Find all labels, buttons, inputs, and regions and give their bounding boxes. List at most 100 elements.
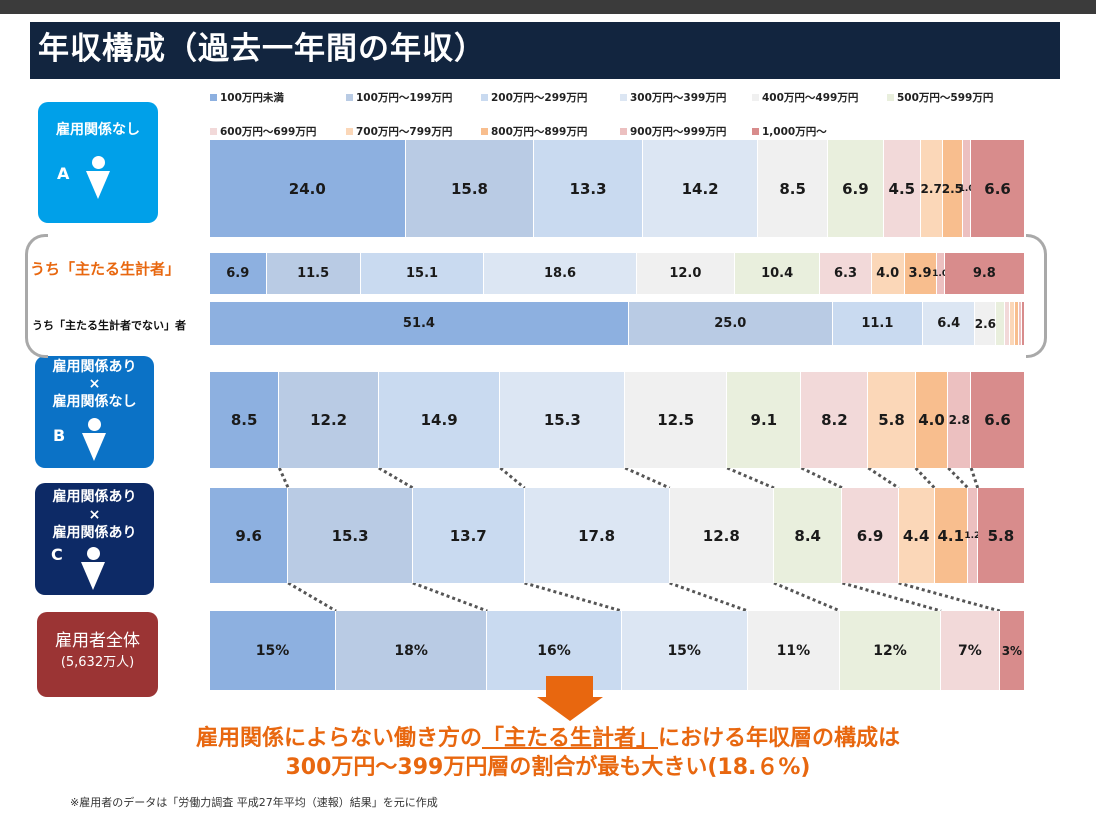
legend-label: 400万円～499万円 [762,92,859,104]
data-label: 51.4 [402,316,435,331]
connector-line [499,466,526,490]
bar-segment: 15.8 [405,140,535,237]
bar-segment: 1.2 [964,488,980,583]
data-label: 9.1 [750,411,778,429]
data-label: 2.5 [941,181,963,196]
left-bracket [25,234,48,358]
data-label: 8.2 [821,411,848,429]
data-label: 11.5 [297,266,330,281]
connector-line [800,466,844,490]
legend-label: 600万円～699万円 [220,126,317,138]
data-label: 15.3 [543,411,581,429]
legend-label: 100万円未満 [220,92,284,104]
legend-label: 100万円～199万円 [356,92,453,104]
legend-swatch [620,94,627,101]
connector-line [277,467,290,489]
conclusion-line-1: 雇用関係によらない働き方の「主たる生計者」における年収層の構成は [0,724,1096,754]
bar-segment: 12.2 [279,372,379,468]
data-label: 12.2 [310,411,348,429]
title-bar [30,22,1060,79]
bar-segment: 6.9 [827,140,884,237]
bar-segment: 3.9 [904,253,937,294]
bar-segment: 3% [999,611,1025,690]
legend-label: 700万円～799万円 [356,126,453,138]
data-label: 8.4 [794,526,821,545]
footnote: ※雇用者のデータは「労働力調査 平成27年平均（速報）結果」を元に作成 [70,796,438,809]
bar-segment [996,302,1005,345]
bar-segment: 14.9 [378,372,501,468]
legend-swatch [346,94,353,101]
legend-item: 500万円～599万円 [887,90,993,105]
legend-label: 1,000万円～ [762,126,827,138]
bar-segment: 18% [336,611,488,690]
data-label: 3% [1001,643,1023,658]
connector-line [287,581,337,613]
connector-line [624,466,671,490]
row-label-main-earner: うち「主たる生計者」 [30,260,181,278]
data-label: 12.0 [669,266,702,281]
connector-line [914,466,936,490]
bar-segment: 4.5 [884,140,921,237]
bar-segment: 11% [747,611,841,690]
connector-line [524,581,623,613]
legend-swatch [481,94,488,101]
data-label: 3.9 [908,266,932,281]
data-label: 24.0 [288,179,326,198]
data-label: 6.6 [984,179,1011,198]
data-label: 8.5 [230,411,258,429]
legend-item: 600万円～699万円 [210,124,316,139]
bar-segment: 15.1 [360,253,485,294]
data-label: 13.7 [449,526,487,545]
data-label: 14.9 [420,411,458,429]
bar-segment: 2.8 [948,372,972,468]
bar-segment [1021,302,1025,345]
legend-label: 200万円～299万円 [491,92,588,104]
data-label: 2.8 [948,413,970,427]
data-label: 6.6 [984,411,1011,429]
category-box-c: 雇用関係あり × 雇用関係あり C [35,483,154,595]
data-label: 4.0 [876,266,900,281]
box-total-count: (5,632万人) [60,655,135,670]
legend-label: 300万円～399万円 [630,92,727,104]
bar-segment: 15.3 [500,372,626,468]
bar-segment [1019,302,1022,345]
bar-segment: 13.3 [534,140,643,237]
bar-segment: 4.0 [871,253,905,294]
data-label: 11.1 [861,316,894,331]
bar-segment: 24.0 [210,140,406,237]
data-label: 6.4 [937,316,961,331]
bar-segment: 12% [840,611,941,690]
bar-segment: 51.4 [210,302,629,345]
legend-item: 200万円～299万円 [481,90,587,105]
bar-segment [1010,302,1016,345]
connector-line [867,466,900,490]
legend-label: 900万円～999万円 [630,126,727,138]
box-c-label-2: 雇用関係あり [52,525,137,541]
data-label: 6.9 [842,179,869,198]
legend-swatch [620,128,627,135]
legend-swatch [887,94,894,101]
connector-line [378,466,414,490]
data-label: 15.1 [406,266,439,281]
data-label: 1.0 [958,183,975,194]
bar-segment: 1.0 [932,253,948,294]
bar-segment: 2.5 [941,140,964,237]
data-label: 10.4 [761,266,794,281]
bar-segment: 6.3 [820,253,872,294]
row-label-non-main-earner: うち「主たる生計者でない」者 [32,319,186,332]
bar-segment: 4.4 [898,488,935,583]
data-label: 25.0 [714,316,747,331]
data-label: 13.3 [569,179,607,198]
data-label: 18% [394,642,428,659]
legend-swatch [481,128,488,135]
legend-item: 1,000万円～ [752,124,827,139]
connector-line [947,466,970,490]
box-a-letter: A [57,164,70,183]
down-arrow-head [537,697,603,721]
conclusion-part-1: 雇用関係によらない働き方の [195,726,482,751]
data-label: 4.0 [918,411,945,429]
data-label: 2.6 [974,316,997,331]
conclusion-line-2: 300万円～399万円層の割合が最も大きい(18.６%) [285,755,811,780]
data-label: 15% [255,642,290,659]
